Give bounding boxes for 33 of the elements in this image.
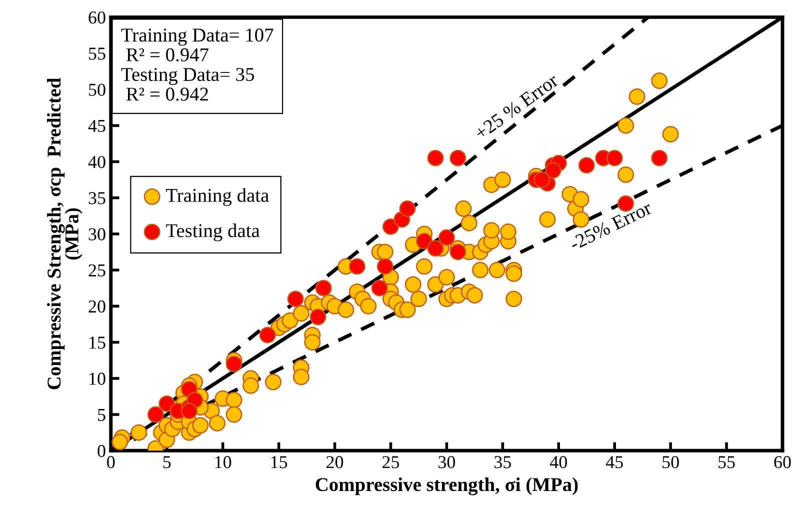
annotation: +25 % Error — [474, 73, 560, 140]
annotation: Training Data= 107 R² = 0.947 Testing Data= 35 R² = 0.942 — [121, 28, 274, 101]
x-tick-label: 55 — [718, 456, 735, 468]
y-tick-label: 60 — [88, 11, 106, 24]
x-tick-label: 20 — [326, 456, 344, 468]
y-axis-title: Compressive Strength, σcp Predicted (MPa) — [46, 78, 82, 390]
legend-label: Testing data — [166, 224, 260, 242]
x-tick-label: 15 — [271, 456, 288, 468]
x-tick-label: 10 — [215, 456, 232, 468]
x-tick-label: 0 — [107, 456, 115, 468]
y-tick-label: 10 — [90, 372, 106, 385]
x-tick-label: 40 — [550, 456, 567, 468]
y-tick-label: 35 — [88, 192, 106, 204]
y-tick-label: 30 — [88, 228, 106, 240]
y-tick-label: 55 — [89, 48, 106, 60]
y-tick-label: 5 — [98, 408, 106, 421]
x-axis-title: Compressive strength, σi (MPa) — [316, 477, 578, 496]
y-tick-label: 25 — [88, 264, 106, 276]
y-tick-label: 0 — [98, 444, 106, 458]
y-tick-label: 20 — [88, 300, 106, 313]
x-tick-label: 30 — [438, 456, 456, 468]
x-tick-label: 35 — [494, 456, 511, 468]
x-tick-label: 25 — [382, 456, 400, 468]
x-tick-label: 60 — [774, 456, 791, 468]
annotation: -25% Error — [568, 200, 653, 251]
legend-label: Training data — [166, 188, 269, 206]
x-tick-label: 5 — [163, 456, 171, 468]
x-tick-label: 50 — [662, 456, 679, 468]
y-tick-label: 15 — [90, 336, 106, 349]
y-tick-label: 50 — [89, 84, 106, 96]
y-tick-label: 45 — [88, 120, 106, 132]
y-tick-label: 40 — [88, 156, 106, 168]
x-tick-label: 45 — [606, 456, 623, 468]
